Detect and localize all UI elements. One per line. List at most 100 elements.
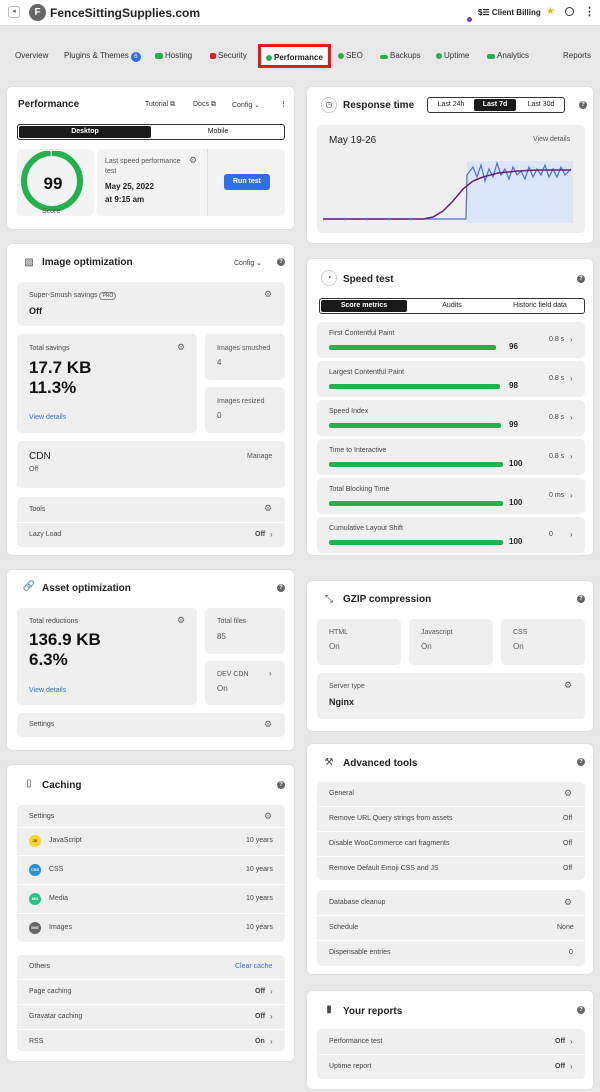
help-icon[interactable]: ? (577, 758, 585, 766)
metric-row[interactable]: Speed Index 99 0.8 s › (317, 400, 585, 436)
mobile-tab[interactable]: Mobile (207, 128, 229, 135)
cache-row[interactable]: Gravatar caching Off › (17, 1004, 285, 1029)
cache-item-value: 10 years (246, 924, 273, 931)
manage-link[interactable]: Manage (247, 453, 273, 460)
range-30d[interactable]: Last 30d (527, 101, 555, 108)
chevron-right-icon[interactable]: › (570, 335, 573, 344)
chevron-right-icon[interactable]: › (570, 530, 573, 539)
advanced-row[interactable]: Remove URL Query strings from assets Off (317, 806, 585, 831)
tab-seo[interactable]: SEO (338, 51, 363, 60)
advanced-row-value: Off (563, 815, 573, 822)
gear-icon[interactable]: ⚙ (564, 897, 573, 907)
metric-row[interactable]: Largest Contentful Paint 98 0.8 s › (317, 361, 585, 397)
cache-row[interactable]: RSS On › (17, 1029, 285, 1054)
chevron-right-icon[interactable]: › (270, 1037, 273, 1046)
paperclip-icon: 🔗 (22, 581, 36, 592)
view-details-link[interactable]: View details (29, 414, 67, 421)
tab-backups[interactable]: Backups (380, 51, 421, 60)
wordpress-icon[interactable] (565, 7, 574, 16)
help-icon[interactable]: ? (579, 101, 587, 109)
metric-row[interactable]: Time to Interactive 100 0.8 s › (317, 439, 585, 475)
metric-row[interactable]: Cumulative Layout Shift 100 0 › (317, 517, 585, 553)
cache-row[interactable]: Page caching Off › (17, 979, 285, 1004)
backups-icon (380, 55, 388, 59)
report-row[interactable]: Uptime report Off › (317, 1054, 585, 1079)
help-icon[interactable]: ? (577, 1006, 585, 1014)
chevron-right-icon[interactable]: › (570, 374, 573, 383)
chevron-right-icon[interactable]: › (570, 413, 573, 422)
config-dropdown[interactable]: Config ⌄ (232, 102, 261, 109)
settings-row[interactable]: Settings ⚙ (17, 713, 285, 737)
metric-score: 99 (509, 420, 518, 429)
tab-label: Hosting (165, 51, 193, 60)
advanced-row-name: Remove Default Emoji CSS and JS (329, 865, 439, 872)
clear-cache-link[interactable]: Clear cache (235, 963, 273, 970)
metric-row[interactable]: Total Blocking Time 100 0 ms › (317, 478, 585, 514)
chevron-right-icon[interactable]: › (270, 987, 273, 996)
reports-card: ▮ Your reports ? Performance test Off › Upt… (306, 990, 594, 1090)
gear-icon[interactable]: ⚙ (177, 615, 186, 625)
chevron-right-icon[interactable]: › (270, 1012, 273, 1021)
tab-audits[interactable]: Audits (442, 302, 462, 309)
chevron-right-icon[interactable]: › (570, 452, 573, 461)
chevron-right-icon[interactable]: › (570, 1037, 573, 1046)
client-billing-link[interactable]: $☰ Client Billing (478, 8, 541, 17)
help-icon[interactable]: ? (577, 595, 585, 603)
others-label: Others (29, 963, 51, 970)
last-test-box: Last speed performance test ⚙ May 25, 20… (97, 149, 285, 216)
help-icon[interactable]: ? (277, 584, 285, 592)
view-details-link[interactable]: View details (29, 687, 67, 694)
cache-row-value: Off (255, 988, 266, 995)
chevron-right-icon[interactable]: › (570, 1062, 573, 1071)
tab-performance[interactable]: Performance (258, 44, 331, 68)
run-test-button[interactable]: Run test (224, 174, 270, 190)
tutorial-label: Tutorial (145, 101, 169, 108)
more-icon[interactable]: ⋮ (280, 101, 287, 108)
tab-plugins-themes[interactable]: Plugins & Themes 6 (64, 51, 141, 62)
gear-icon[interactable]: ⚙ (189, 155, 198, 165)
tab-security[interactable]: Security (210, 51, 247, 60)
advanced-row[interactable]: Remove Default Emoji CSS and JS Off (317, 856, 585, 881)
config-dropdown[interactable]: Config ⌄ (234, 260, 263, 267)
chevron-right-icon[interactable]: › (270, 530, 273, 539)
gear-icon[interactable]: ⚙ (564, 788, 573, 798)
chevron-right-icon[interactable]: › (269, 669, 272, 678)
cache-item-name: Media (49, 895, 69, 902)
database-row[interactable]: Dispensable entries 0 (317, 940, 585, 965)
metric-row[interactable]: First Contentful Paint 96 0.8 s › (317, 322, 585, 358)
tab-reports[interactable]: Reports (563, 51, 591, 60)
view-details-link[interactable]: View details (533, 136, 571, 143)
tab-hosting[interactable]: Hosting (155, 51, 192, 60)
database-row[interactable]: Schedule None (317, 915, 585, 940)
report-row[interactable]: Performance test Off › (317, 1029, 585, 1054)
more-menu-icon[interactable]: ⋮ (584, 6, 595, 18)
gear-icon[interactable]: ⚙ (264, 719, 273, 729)
reports-box: Performance test Off › Uptime report Off › (317, 1029, 585, 1079)
range-7d[interactable]: Last 7d (474, 99, 516, 111)
divider (17, 827, 285, 828)
help-icon[interactable]: ? (277, 781, 285, 789)
range-24h[interactable]: Last 24h (437, 101, 465, 108)
chevron-right-icon[interactable]: › (570, 491, 573, 500)
tab-overview[interactable]: Overview (15, 51, 48, 60)
tab-score-metrics[interactable]: Score metrics (321, 300, 407, 312)
tutorial-link[interactable]: Tutorial ⧉ (145, 101, 176, 108)
tab-historic-field-data[interactable]: Historic field data (513, 302, 567, 309)
server-label: Server type (329, 683, 365, 690)
back-icon[interactable]: ◂ (8, 6, 20, 18)
advanced-row[interactable]: Disable WooCommerce cart fragments Off (317, 831, 585, 856)
help-icon[interactable]: ? (277, 258, 285, 266)
desktop-tab[interactable]: Desktop (19, 126, 151, 138)
help-icon[interactable]: ? (577, 275, 585, 283)
site-name[interactable]: FenceSittingSupplies.com (50, 6, 201, 20)
gear-icon[interactable]: ⚙ (264, 811, 273, 821)
star-icon[interactable]: ★ (546, 6, 555, 17)
docs-link[interactable]: Docs ⧉ (193, 101, 216, 108)
tab-analytics[interactable]: Analytics (487, 51, 529, 60)
others-box: Others Clear cache Page caching Off › Grava… (17, 955, 285, 1051)
tab-uptime[interactable]: Uptime (436, 51, 469, 60)
gear-icon[interactable]: ⚙ (564, 680, 573, 690)
gear-icon[interactable]: ⚙ (177, 342, 186, 352)
gear-icon[interactable]: ⚙ (264, 503, 273, 513)
gear-icon[interactable]: ⚙ (264, 289, 273, 299)
